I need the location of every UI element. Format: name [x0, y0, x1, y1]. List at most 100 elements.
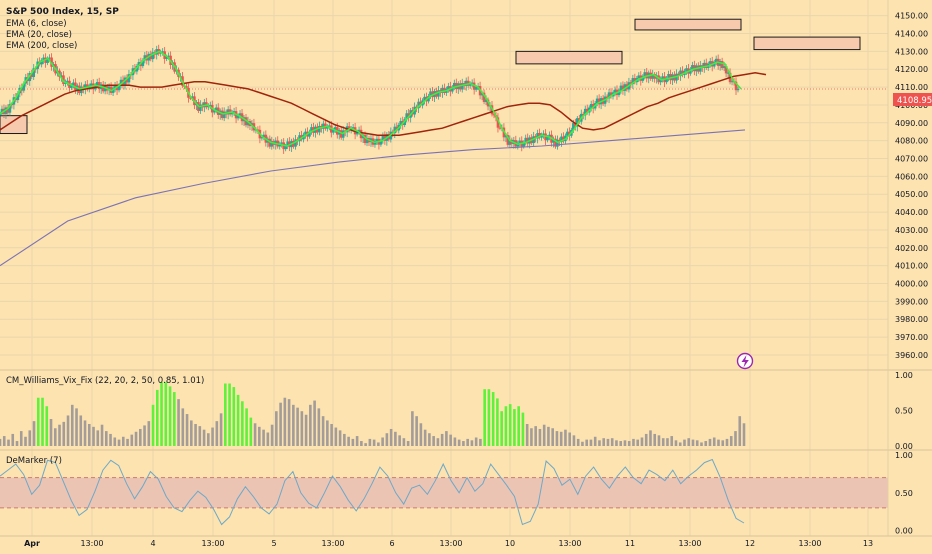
vix-fix-bar [134, 431, 138, 446]
vix-fix-bar [734, 431, 737, 446]
candle-body [119, 79, 123, 86]
candle-body [562, 136, 565, 142]
candle-body [141, 60, 145, 67]
candle-body [643, 72, 647, 77]
price-tick-label: 4120.00 [895, 65, 928, 74]
vix-fix-bar [632, 438, 635, 446]
vix-fix-bar [351, 438, 355, 446]
candle-body [127, 74, 131, 83]
vix-fix-bar [79, 415, 83, 446]
candle-body [576, 118, 579, 127]
lightning-icon[interactable] [736, 352, 754, 370]
candle-body [524, 137, 528, 143]
price-tick-label: 4070.00 [895, 155, 928, 164]
vix-fix-bar [126, 438, 129, 446]
vix-fix-bar [394, 431, 397, 446]
vix-fix-bar [585, 439, 588, 446]
vix-fix-bar [330, 423, 333, 446]
candle-body [492, 114, 496, 116]
vix-fix-bar [653, 433, 657, 446]
candle-body [208, 104, 212, 106]
pane-separators[interactable] [0, 0, 932, 536]
candle-body [8, 104, 12, 113]
candle-body [699, 65, 702, 72]
vix-fix-label[interactable]: CM_Williams_Vix_Fix (22, 20, 2, 50, 0.85… [6, 376, 204, 386]
vix-tick-label: 0.00 [895, 442, 913, 451]
vix-fix-bar [164, 382, 168, 446]
candle-body [681, 70, 684, 76]
vix-fix-bar [258, 426, 261, 446]
legend-ema20[interactable]: EMA (20, close) [6, 30, 72, 40]
vix-fix-bar [219, 413, 223, 446]
vix-fix-bar [24, 436, 27, 446]
price-tick-label: 3990.00 [895, 297, 928, 306]
resistance-zones[interactable] [0, 18, 861, 135]
vix-fix-bar [508, 404, 512, 446]
candle-body [341, 130, 345, 138]
resistance-zone[interactable] [515, 50, 623, 65]
candle-body [689, 69, 692, 74]
symbol-title[interactable]: S&P 500 Index, 15, SP [6, 7, 119, 17]
candle-body [95, 82, 99, 86]
candle-body [609, 92, 613, 97]
vix-fix-bar [602, 438, 606, 446]
time-axis[interactable]: Apr 13:00 4 13:00 5 13:00 6 13:00 10 13:00 11 13:00… [0, 535, 932, 548]
time-tick-label: 4 [150, 539, 155, 548]
demarker-series-line [0, 458, 745, 526]
candle-body [151, 52, 155, 60]
demarker-label[interactable]: DeMarker (7) [6, 456, 62, 466]
candle-body [556, 139, 559, 147]
vix-fix-bar [581, 441, 584, 446]
candle-body [111, 88, 115, 93]
resistance-zone[interactable] [753, 36, 861, 51]
candle-body [572, 123, 575, 130]
candle-body [363, 134, 367, 144]
vix-fix-bar [712, 437, 716, 446]
candle-body [72, 82, 75, 86]
vix-fix-bar [500, 411, 503, 446]
price-tick-label: 4030.00 [895, 226, 928, 235]
vix-fix-bar [360, 441, 363, 446]
vix-fix-bar [606, 438, 610, 446]
candle-body [407, 113, 410, 118]
resistance-zone[interactable] [634, 18, 742, 31]
vix-fix-bar [691, 439, 695, 446]
candle-body [581, 113, 585, 116]
vix-fix-bar [207, 433, 210, 446]
candle-body [46, 58, 49, 63]
candle-body [62, 75, 65, 84]
time-tick-label: 13:00 [798, 539, 821, 548]
candle-body [246, 121, 250, 126]
time-tick-label: 12 [745, 539, 755, 548]
vix-fix-bar [661, 438, 665, 446]
vix-fix-bar [87, 423, 91, 446]
vix-fix-bar [411, 411, 414, 446]
candle-body [453, 82, 456, 88]
candle-body [405, 113, 408, 120]
chart-legend[interactable]: S&P 500 Index, 15, SP EMA (6, close) EMA… [6, 7, 119, 51]
vix-fix-bar [534, 426, 537, 446]
candle-body [470, 82, 474, 84]
candle-body [50, 57, 53, 67]
vix-fix-bar [640, 437, 644, 446]
candle-body [554, 138, 557, 147]
resistance-zone[interactable] [0, 115, 28, 135]
vix-fix-bar [338, 430, 342, 446]
vix-fix-bar [215, 421, 219, 446]
candle-body [665, 78, 668, 83]
legend-ema6[interactable]: EMA (6, close) [6, 19, 67, 29]
candle-body [468, 83, 472, 86]
legend-ema200[interactable]: EMA (200, close) [6, 41, 77, 51]
candle-body [189, 97, 192, 99]
vix-fix-bar [355, 436, 359, 446]
candle-body [704, 62, 708, 68]
candle-body [451, 87, 454, 92]
vix-fix-bar [228, 383, 231, 446]
candle-body [256, 129, 260, 131]
candle-body [375, 138, 379, 142]
candle-body [566, 131, 569, 136]
vix-fix-bar [49, 419, 53, 446]
price-tick-label: 4080.00 [895, 137, 928, 146]
